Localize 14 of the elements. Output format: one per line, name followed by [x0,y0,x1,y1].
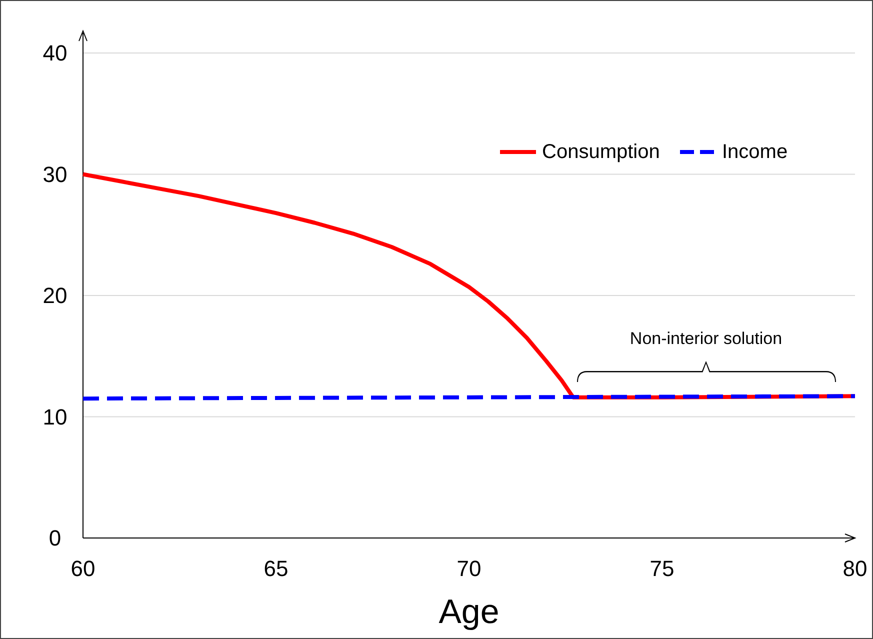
x-axis-title: Age [438,593,500,631]
x-tick-label: 65 [264,556,288,581]
y-tick-label: 10 [42,404,68,430]
x-tick-label: 80 [842,556,868,581]
x-tick-label: 75 [650,556,674,581]
x-tick-label: 70 [456,556,482,581]
legend-label: Income [722,141,788,163]
y-tick-label: 40 [42,40,68,66]
x-tick-label: 60 [70,556,96,581]
legend-label: Consumption [542,141,660,163]
y-tick-label: 0 [48,526,62,550]
y-tick-label: 20 [42,283,68,308]
y-tick-label: 30 [42,162,68,187]
annotation: Non-interior solution [630,329,782,348]
